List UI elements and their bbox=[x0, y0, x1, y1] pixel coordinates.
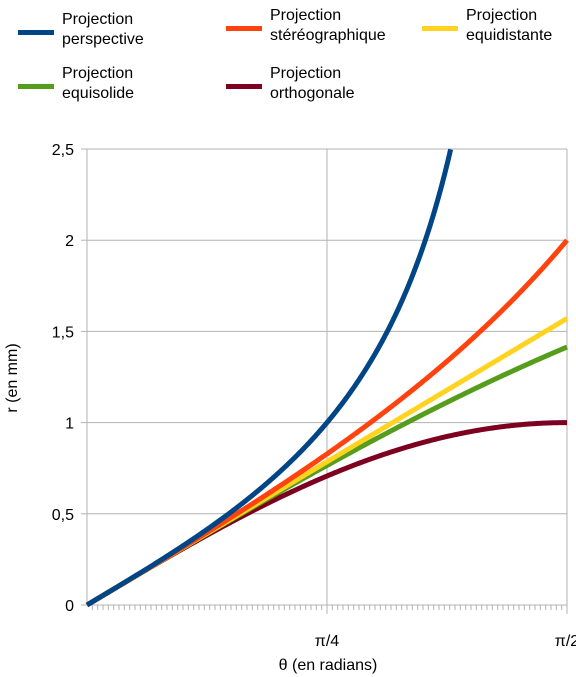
y-tick-label: 0 bbox=[65, 598, 74, 615]
legend: Projection perspective Projection stéréo… bbox=[0, 0, 576, 120]
legend-label-orthogonale: Projection orthogonale bbox=[270, 65, 355, 102]
legend-item-orthogonale: Projection orthogonale bbox=[226, 64, 390, 104]
x-minor-ticks bbox=[91, 605, 563, 610]
legend-item-equisolide: Projection equisolide bbox=[18, 64, 182, 104]
legend-item-stereographique: Projection stéréographique bbox=[226, 6, 390, 46]
series-lines bbox=[85, 148, 569, 608]
legend-swatch-perspective bbox=[18, 30, 54, 35]
x-tick-label: π/2 bbox=[555, 633, 576, 650]
legend-label-perspective: Projection perspective bbox=[62, 11, 144, 48]
y-tick-label: 0,5 bbox=[52, 507, 74, 524]
y-tick-label: 2 bbox=[65, 233, 74, 250]
x-tick-labels: π/4 π/2 bbox=[315, 633, 576, 650]
legend-swatch-equidistante bbox=[422, 26, 458, 31]
legend-swatch-equisolide bbox=[18, 84, 54, 89]
legend-item-equidistante: Projection equidistante bbox=[422, 6, 576, 46]
x-tick-label: π/4 bbox=[315, 633, 339, 650]
legend-swatch-stereographique bbox=[226, 26, 262, 31]
y-axis-label: r (en mm) bbox=[4, 343, 21, 412]
legend-label-equisolide: Projection equisolide bbox=[62, 65, 135, 102]
series-line-perspective bbox=[85, 148, 454, 608]
legend-label-stereographique: Projection stéréographique bbox=[270, 7, 386, 44]
legend-swatch-orthogonale bbox=[226, 84, 262, 89]
legend-label-equidistante: Projection equidistante bbox=[466, 7, 553, 44]
y-tick-label: 1 bbox=[65, 416, 74, 433]
y-tick-label: 2,5 bbox=[52, 142, 74, 159]
y-tick-label: 1,5 bbox=[52, 324, 74, 341]
y-tick-labels: 0 0,5 1 1,5 2 2,5 bbox=[52, 142, 74, 615]
legend-item-perspective: Projection perspective bbox=[18, 10, 182, 50]
axes bbox=[86, 149, 567, 606]
x-axis-label: θ (en radians) bbox=[279, 657, 378, 674]
